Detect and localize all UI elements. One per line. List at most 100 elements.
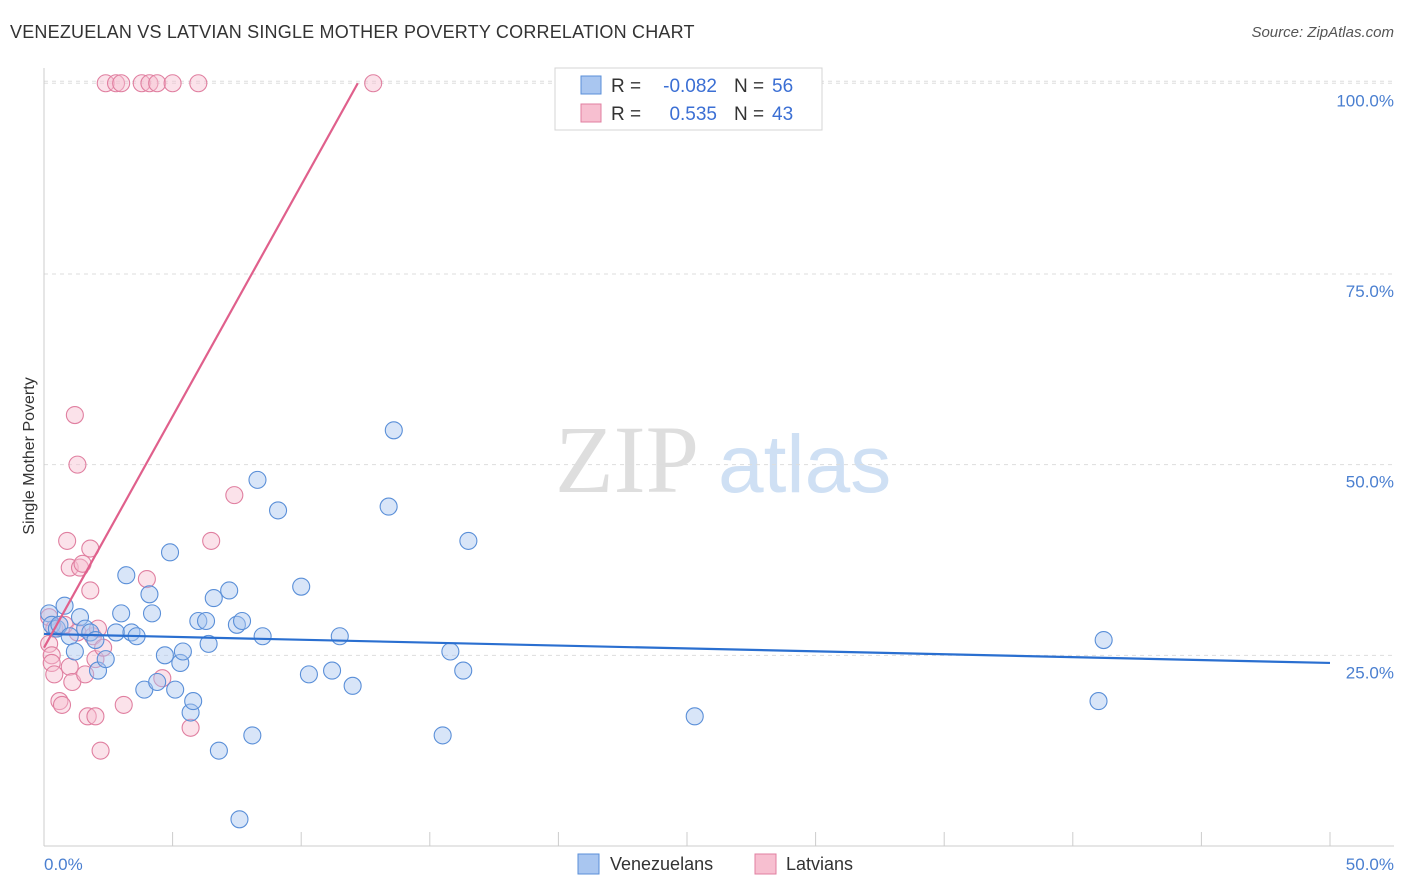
venezuelans-trend-line — [43, 632, 1331, 665]
gridlines — [44, 80, 1394, 656]
latvians-points — [40, 74, 383, 760]
y-tick-label-100: 100.0% — [1336, 91, 1394, 110]
latvians-point — [202, 531, 221, 550]
legend-r-value-venezuelans: -0.082 — [663, 76, 717, 97]
latvians-point — [112, 74, 131, 93]
legend-n-value-venezuelans: 56 — [772, 76, 793, 97]
latvians-point — [148, 74, 167, 93]
venezuelans-point — [459, 531, 478, 550]
legend-n-label-latvians: N = — [734, 104, 764, 125]
latvians-point — [140, 74, 159, 93]
latvians-point — [65, 405, 84, 425]
venezuelans-point — [171, 653, 190, 672]
series-legend-latvians-swatch — [754, 853, 777, 875]
venezuelans-point — [220, 581, 239, 600]
venezuelans-point — [184, 692, 203, 711]
venezuelans-point — [248, 470, 267, 489]
latvians-point — [45, 665, 64, 684]
venezuelans-point — [60, 627, 79, 646]
venezuelans-point — [323, 661, 342, 680]
venezuelans-point — [230, 810, 249, 829]
venezuelans-point — [384, 421, 403, 440]
legend-n-value-latvians: 43 — [772, 104, 793, 125]
venezuelans-point — [196, 611, 216, 631]
venezuelans-point — [140, 585, 159, 604]
latvians-point — [181, 718, 200, 737]
y-axis-title: Single Mother Poverty — [21, 377, 38, 534]
legend-latvians-swatch — [580, 103, 602, 123]
y-tick-label-25: 25.0% — [1346, 663, 1394, 682]
y-tick-labels: 25.0% 50.0% 75.0% 100.0% — [1336, 91, 1394, 682]
latvians-point — [52, 695, 72, 714]
venezuelans-point — [379, 497, 398, 516]
latvians-point — [94, 638, 113, 657]
venezuelans-point — [232, 611, 252, 631]
legend-r-label-venezuelans: R = — [611, 76, 641, 97]
venezuelans-point — [253, 627, 272, 646]
venezuelans-point — [433, 726, 452, 745]
latvians-point — [86, 707, 105, 726]
venezuelans-point — [106, 623, 126, 642]
venezuelans-point — [65, 642, 84, 661]
venezuelans-point — [1089, 692, 1108, 711]
venezuelans-point — [173, 642, 192, 661]
y-tick-label-50: 50.0% — [1346, 473, 1394, 492]
chart-title: VENEZUELAN VS LATVIAN SINGLE MOTHER POVE… — [10, 22, 695, 42]
series-legend-venezuelans-swatch — [577, 853, 600, 875]
latvians-point — [364, 74, 383, 93]
venezuelans-point — [243, 726, 262, 745]
trend-lines — [43, 82, 1331, 665]
chart-source: Source: ZipAtlas.com — [1251, 24, 1394, 41]
latvians-point — [96, 74, 115, 93]
latvians-point — [137, 569, 156, 589]
venezuelans-point — [199, 634, 218, 653]
latvians-point — [58, 531, 77, 550]
venezuelans-point — [160, 543, 180, 562]
venezuelans-point — [685, 707, 704, 726]
venezuelans-points — [40, 421, 1113, 829]
x-tick-label-max: 50.0% — [1346, 855, 1394, 874]
y-tick-label-75: 75.0% — [1346, 282, 1394, 301]
latvians-point — [78, 707, 97, 726]
venezuelans-point — [269, 501, 288, 520]
venezuelans-point — [330, 627, 349, 646]
venezuelans-point — [292, 577, 311, 596]
latvians-point — [163, 74, 182, 93]
venezuelans-point — [148, 672, 167, 692]
correlation-legend: R = -0.082 N = 56 R = 0.535 N = 43 — [554, 67, 823, 131]
latvians-trend-line — [43, 82, 359, 649]
legend-r-label-latvians: R = — [611, 104, 641, 125]
legend-venezuelans-swatch — [580, 75, 602, 95]
latvians-point — [106, 74, 126, 93]
latvians-point — [114, 695, 133, 714]
x-tick-marks — [43, 832, 1331, 846]
venezuelans-point — [204, 589, 223, 608]
legend-r-value-latvians: 0.535 — [669, 104, 717, 125]
latvians-point — [60, 657, 79, 676]
venezuelans-point — [155, 646, 174, 665]
venezuelans-point — [142, 604, 162, 623]
venezuelans-point — [166, 680, 185, 699]
venezuelans-point — [454, 661, 473, 680]
x-tick-label-min: 0.0% — [44, 855, 83, 874]
latvians-point — [42, 646, 61, 665]
venezuelans-point — [40, 604, 59, 623]
venezuelans-point — [1094, 631, 1113, 650]
venezuelans-point — [70, 608, 90, 627]
venezuelans-point — [96, 650, 115, 669]
latvians-point — [132, 74, 151, 93]
venezuelans-point — [209, 741, 228, 760]
latvians-point — [189, 74, 208, 93]
latvians-point — [81, 581, 100, 600]
series-legend: Venezuelans Latvians — [577, 853, 853, 875]
venezuelans-point — [181, 703, 200, 722]
latvians-point — [42, 653, 61, 672]
latvians-point — [91, 741, 110, 760]
venezuelans-point — [441, 642, 460, 661]
latvians-point — [225, 486, 244, 505]
venezuelans-point — [189, 611, 208, 631]
latvians-point — [68, 455, 87, 474]
watermark-zip: ZIP — [555, 406, 699, 513]
legend-n-label-venezuelans: N = — [734, 76, 764, 97]
